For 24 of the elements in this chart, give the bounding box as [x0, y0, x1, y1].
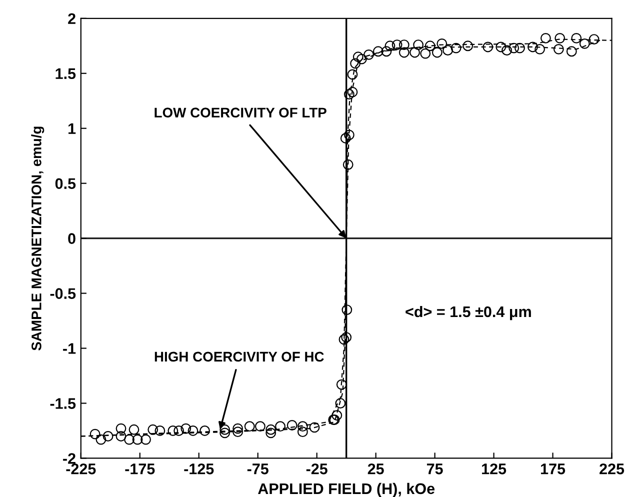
x-tick-label: 25 [368, 464, 384, 474]
x-tick-label: 125 [482, 464, 506, 474]
y-tick-label: -2 [63, 453, 76, 464]
annotation: <d> = 1.5 ±0.4 μm [406, 306, 531, 320]
x-tick-label: 225 [600, 464, 624, 474]
x-tick-label: -75 [247, 464, 268, 474]
y-axis-title: SAMPLE MAGNETIZATION, emu/g [31, 126, 44, 350]
y-tick-label: 1 [68, 123, 76, 134]
x-tick-label: 175 [541, 464, 566, 474]
annotation: HIGH COERCIVITY OF HC [154, 352, 324, 362]
x-tick-label: -175 [125, 464, 155, 474]
y-tick-label: -1 [63, 343, 76, 354]
annotation: LOW COERCIVITY OF LTP [154, 108, 326, 118]
x-tick-label: -125 [184, 464, 214, 474]
y-tick-label: 0.5 [55, 178, 76, 190]
y-tick-label: 2 [68, 13, 76, 24]
x-tick-label: 75 [426, 464, 443, 474]
y-tick-label: -0.5 [50, 288, 76, 299]
y-tick-label: 0 [68, 233, 76, 244]
x-tick-label: -25 [306, 464, 328, 474]
x-tick-label: -225 [66, 464, 96, 474]
x-axis-title: APPLIED FIELD (H), kOe [258, 482, 435, 497]
y-tick-label: -1.5 [50, 398, 76, 409]
y-tick-label: 1.5 [56, 68, 76, 80]
